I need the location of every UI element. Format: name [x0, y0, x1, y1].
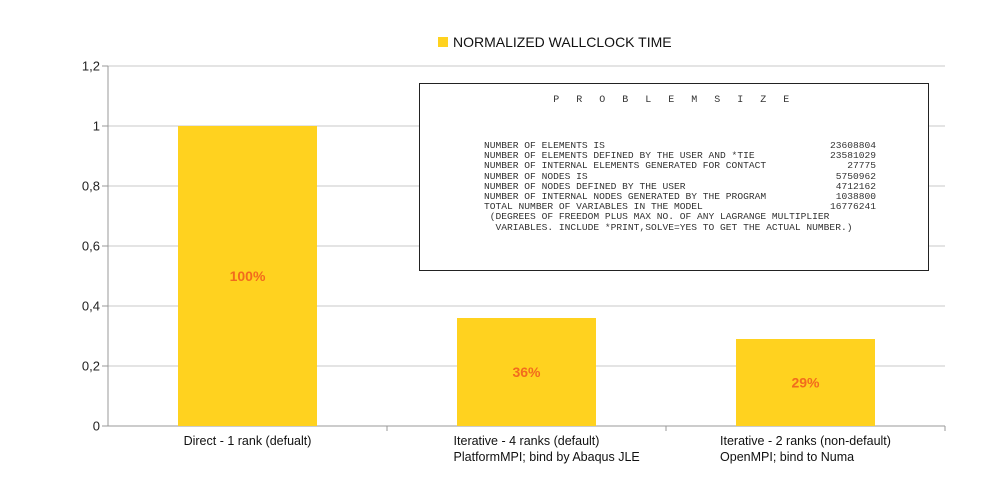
problem-size-row: NUMBER OF NODES IS 5750962: [484, 170, 876, 182]
problem-size-rows: NUMBER OF ELEMENTS IS 23608804 NUMBER OF E…: [484, 140, 876, 233]
problem-size-row-label: NUMBER OF ELEMENTS DEFINED BY THE USER A…: [484, 150, 755, 162]
problem-size-row-value: 23608804: [829, 140, 876, 151]
y-tick-label: 0,8: [82, 179, 100, 194]
x-category-label: Iterative - 4 ranks (default): [454, 434, 600, 448]
problem-size-row-label: TOTAL NUMBER OF VARIABLES IN THE MODEL: [484, 201, 703, 213]
data-label: 29%: [791, 375, 820, 391]
problem-size-row: NUMBER OF INTERNAL ELEMENTS GENERATED FO…: [484, 161, 876, 171]
bar: [736, 339, 875, 426]
problem-size-row: NUMBER OF ELEMENTS DEFINED BY THE USER A…: [484, 150, 876, 162]
problem-size-row-value: 4712162: [835, 180, 876, 192]
y-tick-label: 0,2: [82, 359, 100, 374]
problem-size-row-label: NUMBER OF INTERNAL ELEMENTS GENERATED FO…: [484, 160, 767, 172]
problem-size-row-label: NUMBER OF NODES IS: [484, 170, 588, 182]
bar: [457, 318, 596, 426]
bar: [178, 126, 317, 426]
legend-swatch: [438, 37, 448, 47]
problem-size-row-label: NUMBER OF INTERNAL NODES GENERATED BY TH…: [484, 190, 767, 202]
y-tick-label: 0,6: [82, 239, 100, 254]
problem-size-row: NUMBER OF NODES DEFINED BY THE USER 47121…: [484, 180, 876, 192]
problem-size-row-value: 5750962: [835, 170, 876, 182]
problem-size-row-label: NUMBER OF NODES DEFINED BY THE USER: [484, 180, 686, 192]
x-category-label: Direct - 1 rank (defualt): [184, 434, 312, 448]
problem-size-row-label: NUMBER OF ELEMENTS IS: [484, 140, 605, 151]
problem-size-row-value: 23581029: [829, 150, 876, 162]
data-label: 36%: [512, 364, 541, 380]
x-category-label: OpenMPI; bind to Numa: [720, 450, 854, 464]
y-tick-label: 0,4: [82, 299, 100, 314]
y-tick-label: 1,2: [82, 59, 100, 74]
problem-size-note: VARIABLES. INCLUDE *PRINT,SOLVE=YES TO G…: [484, 221, 853, 233]
y-tick-label: 0: [93, 419, 100, 434]
problem-size-row-value: 27775: [847, 160, 876, 172]
y-tick-label: 1: [93, 119, 100, 134]
problem-size-row: TOTAL NUMBER OF VARIABLES IN THE MODEL 16…: [484, 201, 876, 213]
x-category-label: Iterative - 2 ranks (non-default): [720, 434, 891, 448]
problem-size-row-value: 16776241: [829, 201, 876, 213]
problem-size-box: P R O B L E M S I Z E NUMBER OF ELEMENTS…: [419, 83, 929, 271]
problem-size-title: P R O B L E M S I Z E: [553, 95, 795, 106]
problem-size-row-value: 1038800: [835, 190, 876, 202]
problem-size-row: NUMBER OF ELEMENTS IS 23608804: [484, 140, 876, 151]
data-label: 100%: [230, 268, 266, 284]
x-category-label: PlatformMPI; bind by Abaqus JLE: [454, 450, 640, 464]
problem-size-note: (DEGREES OF FREEDOM PLUS MAX NO. OF ANY …: [484, 211, 830, 223]
problem-size-row: NUMBER OF INTERNAL NODES GENERATED BY TH…: [484, 190, 876, 202]
legend-label: NORMALIZED WALLCLOCK TIME: [453, 34, 672, 50]
